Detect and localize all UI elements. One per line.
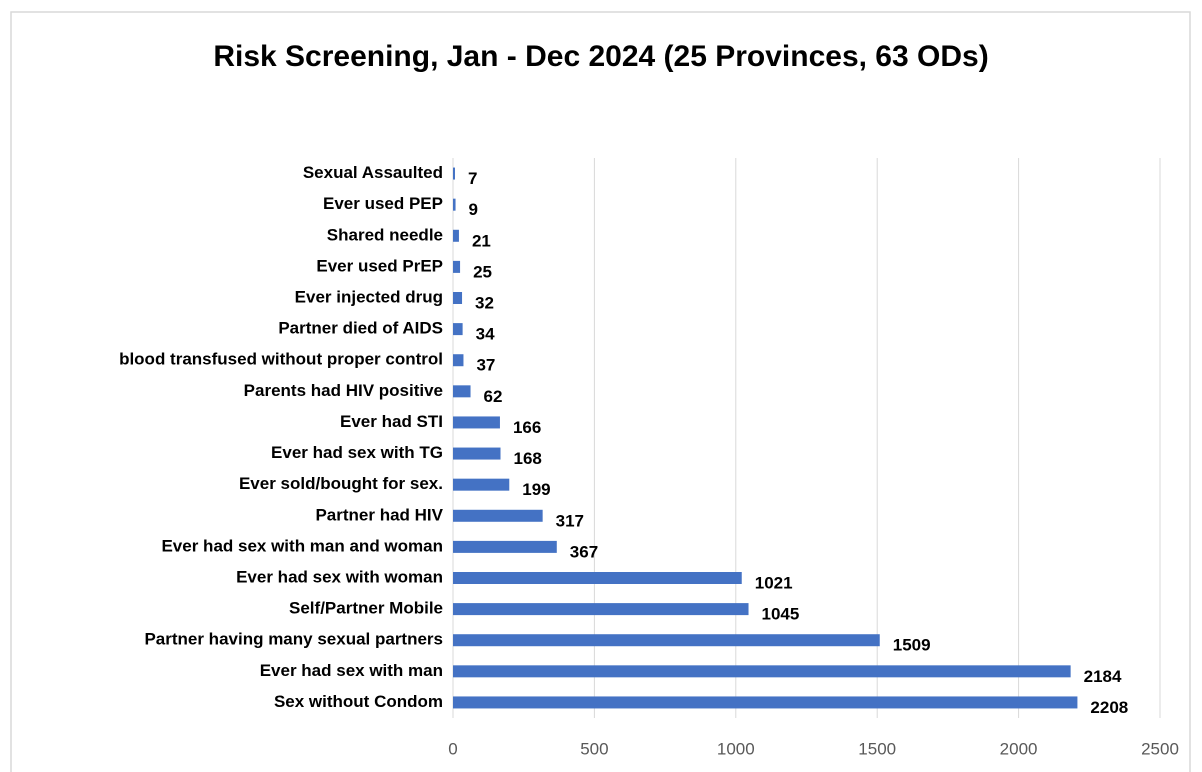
bar bbox=[453, 572, 742, 584]
bar bbox=[453, 696, 1078, 709]
bar bbox=[453, 385, 471, 398]
x-tick-label: 1000 bbox=[717, 739, 755, 758]
bar bbox=[453, 540, 557, 553]
y-tick-label: Partner having many sexual partners bbox=[144, 630, 443, 649]
data-label: 2184 bbox=[1084, 667, 1122, 686]
data-label: 62 bbox=[484, 387, 503, 406]
data-label: 317 bbox=[556, 511, 584, 530]
bar bbox=[453, 416, 500, 429]
y-tick-label: Ever had sex with woman bbox=[236, 567, 443, 586]
y-tick-label: Ever had sex with TG bbox=[271, 443, 443, 462]
y-tick-label: Partner had HIV bbox=[315, 505, 443, 524]
bar bbox=[453, 634, 880, 647]
bar bbox=[453, 167, 455, 180]
data-label: 37 bbox=[476, 356, 495, 375]
bar bbox=[453, 509, 543, 522]
y-tick-label: Shared needle bbox=[327, 225, 443, 244]
chart-title: Risk Screening, Jan - Dec 2024 (25 Provi… bbox=[213, 40, 988, 73]
bar bbox=[453, 229, 459, 242]
y-tick-label: Self/Partner Mobile bbox=[289, 599, 443, 618]
y-tick-label: Ever had sex with man and woman bbox=[161, 536, 443, 555]
y-tick-label: Sexual Assaulted bbox=[303, 163, 443, 182]
data-label: 1509 bbox=[893, 636, 931, 655]
x-tick-label: 1500 bbox=[858, 739, 896, 758]
data-label: 9 bbox=[469, 200, 478, 219]
data-label: 7 bbox=[468, 169, 477, 188]
data-label: 367 bbox=[570, 542, 598, 561]
x-tick-label: 500 bbox=[580, 739, 608, 758]
y-tick-label: Ever had sex with man bbox=[260, 661, 443, 680]
data-label: 1045 bbox=[762, 605, 800, 624]
data-label: 168 bbox=[514, 449, 542, 468]
data-label: 2208 bbox=[1090, 698, 1128, 717]
y-tick-label: Ever injected drug bbox=[295, 287, 443, 306]
bar bbox=[453, 198, 456, 211]
data-label: 21 bbox=[472, 231, 491, 250]
y-tick-label: Sex without Condom bbox=[274, 692, 443, 711]
bar bbox=[453, 260, 461, 273]
x-tick-label: 2500 bbox=[1141, 739, 1179, 758]
y-tick-label: Ever used PEP bbox=[323, 194, 443, 213]
y-tick-label: Partner died of AIDS bbox=[278, 319, 443, 338]
data-label: 34 bbox=[476, 325, 495, 344]
data-label: 1021 bbox=[755, 573, 793, 592]
y-tick-label: Parents had HIV positive bbox=[244, 381, 443, 400]
x-tick-label: 2000 bbox=[1000, 739, 1038, 758]
bar bbox=[453, 292, 463, 304]
bar bbox=[453, 665, 1071, 678]
bar bbox=[453, 478, 510, 491]
y-tick-label: Ever had STI bbox=[340, 412, 443, 431]
y-tick-label: blood transfused without proper control bbox=[119, 350, 443, 369]
bar bbox=[453, 603, 749, 616]
bar bbox=[453, 447, 501, 460]
bar bbox=[453, 354, 464, 367]
data-label: 199 bbox=[522, 480, 550, 499]
data-label: 25 bbox=[473, 262, 492, 281]
data-label: 32 bbox=[475, 293, 494, 312]
y-tick-label: Ever used PrEP bbox=[316, 256, 443, 275]
y-tick-label: Ever sold/bought for sex. bbox=[239, 474, 443, 493]
bar bbox=[453, 323, 463, 336]
x-tick-label: 0 bbox=[448, 739, 457, 758]
chart-frame bbox=[10, 11, 1191, 772]
data-label: 166 bbox=[513, 418, 541, 437]
